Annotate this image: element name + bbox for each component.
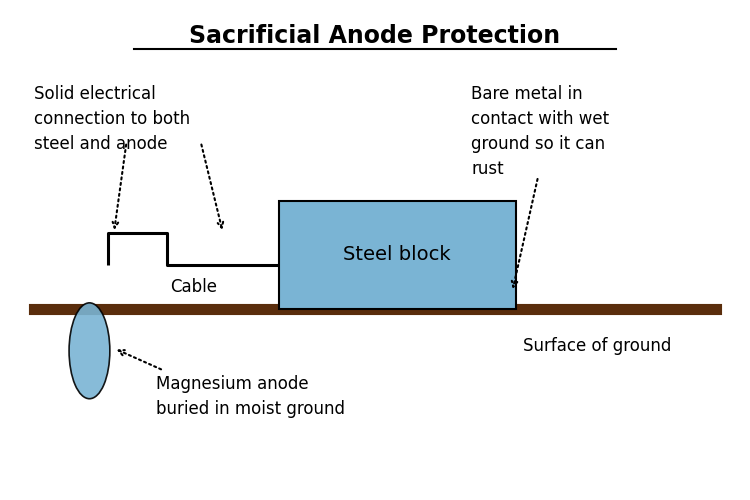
Text: Bare metal in
contact with wet
ground so it can
rust: Bare metal in contact with wet ground so… — [472, 86, 610, 178]
Text: Solid electrical
connection to both
steel and anode: Solid electrical connection to both stee… — [34, 86, 190, 154]
Text: Cable: Cable — [170, 278, 217, 296]
Text: Sacrificial Anode Protection: Sacrificial Anode Protection — [190, 24, 560, 48]
Ellipse shape — [69, 303, 110, 398]
Bar — [278, 201, 516, 309]
Text: Surface of ground: Surface of ground — [524, 337, 672, 355]
Text: Steel block: Steel block — [344, 246, 451, 264]
Text: Magnesium anode
buried in moist ground: Magnesium anode buried in moist ground — [156, 376, 345, 418]
